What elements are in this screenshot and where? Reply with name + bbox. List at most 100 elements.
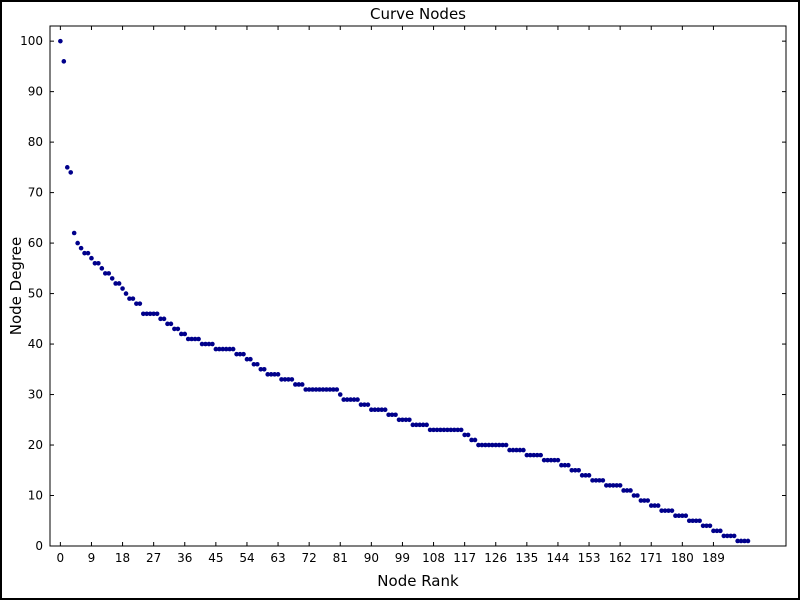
data-point: [528, 452, 533, 458]
data-point: [386, 412, 391, 418]
data-point: [223, 346, 229, 352]
data-point: [624, 488, 630, 493]
data-point: [597, 478, 602, 483]
data-point: [403, 417, 409, 423]
data-point: [393, 412, 398, 418]
data-point: [355, 397, 360, 402]
data-point: [531, 452, 537, 458]
data-point: [78, 245, 84, 251]
data-point: [96, 260, 101, 266]
data-point: [579, 473, 585, 478]
data-point: [462, 432, 467, 438]
y-axis-label: Node Degree: [7, 236, 25, 336]
data-point: [255, 361, 260, 367]
data-point: [341, 397, 347, 402]
data-point: [413, 422, 419, 428]
data-point: [697, 518, 702, 524]
data-point: [369, 407, 374, 412]
data-point: [120, 286, 125, 291]
data-point: [64, 165, 70, 170]
data-point: [327, 387, 333, 392]
data-point: [275, 372, 281, 377]
data-point: [213, 346, 219, 352]
data-point: [296, 382, 302, 387]
x-tick-label: 90: [364, 551, 379, 565]
data-point: [234, 351, 239, 357]
data-point: [524, 452, 530, 458]
data-point: [420, 422, 426, 428]
data-point: [227, 346, 232, 352]
x-tick-label: 171: [640, 551, 663, 565]
data-point: [192, 336, 198, 342]
data-point: [479, 442, 485, 448]
data-point: [258, 367, 264, 372]
data-point: [728, 533, 734, 539]
data-point: [500, 442, 505, 448]
data-point: [645, 498, 651, 503]
data-point: [248, 356, 253, 362]
y-tick-label: 40: [28, 337, 43, 351]
x-tick-label: 117: [453, 551, 476, 565]
data-point: [116, 281, 122, 286]
data-point: [635, 493, 640, 498]
data-point: [486, 442, 492, 448]
data-point: [151, 311, 156, 317]
y-tick-label: 20: [28, 438, 43, 452]
data-point: [590, 478, 595, 483]
data-point: [251, 361, 257, 367]
chart-title: Curve Nodes: [370, 5, 466, 23]
data-point: [569, 467, 575, 473]
data-point: [379, 407, 385, 412]
data-point: [614, 483, 619, 488]
data-point: [185, 336, 191, 342]
data-point: [600, 478, 606, 483]
data-point: [652, 503, 657, 508]
data-point: [566, 462, 571, 468]
data-point: [427, 427, 433, 433]
data-point: [286, 377, 291, 382]
data-point: [203, 341, 208, 347]
x-tick-label: 72: [302, 551, 317, 565]
data-point: [742, 538, 747, 544]
x-tick-label: 9: [88, 551, 96, 565]
data-point: [141, 311, 146, 317]
data-point: [431, 427, 436, 433]
data-point: [410, 422, 416, 428]
data-point: [711, 528, 716, 534]
data-point: [372, 407, 378, 412]
data-point: [507, 447, 512, 453]
x-tick-label: 189: [702, 551, 725, 565]
data-point: [113, 281, 118, 286]
data-point: [396, 417, 402, 423]
data-point: [389, 412, 395, 418]
data-point: [289, 377, 295, 382]
data-point: [324, 387, 329, 392]
data-point: [58, 38, 63, 44]
x-tick-label: 36: [177, 551, 192, 565]
data-point: [268, 372, 274, 377]
data-point: [279, 377, 284, 382]
data-point: [75, 240, 80, 246]
data-point: [514, 447, 519, 453]
data-point: [179, 331, 184, 337]
data-point: [220, 346, 226, 352]
data-point: [99, 266, 105, 271]
data-point: [303, 387, 309, 392]
data-point: [534, 452, 540, 458]
data-point: [331, 387, 336, 392]
data-point: [434, 427, 440, 433]
x-axis-label: Node Rank: [377, 572, 459, 590]
data-point: [134, 301, 139, 306]
data-point: [337, 392, 343, 397]
data-point: [455, 427, 461, 433]
data-point: [158, 316, 163, 322]
data-point: [621, 488, 626, 493]
data-point: [68, 170, 74, 175]
data-point: [137, 301, 143, 306]
data-point: [144, 311, 150, 317]
y-tick-label: 0: [35, 539, 43, 553]
data-point: [700, 523, 706, 529]
data-point: [89, 255, 94, 261]
data-point: [407, 417, 412, 423]
